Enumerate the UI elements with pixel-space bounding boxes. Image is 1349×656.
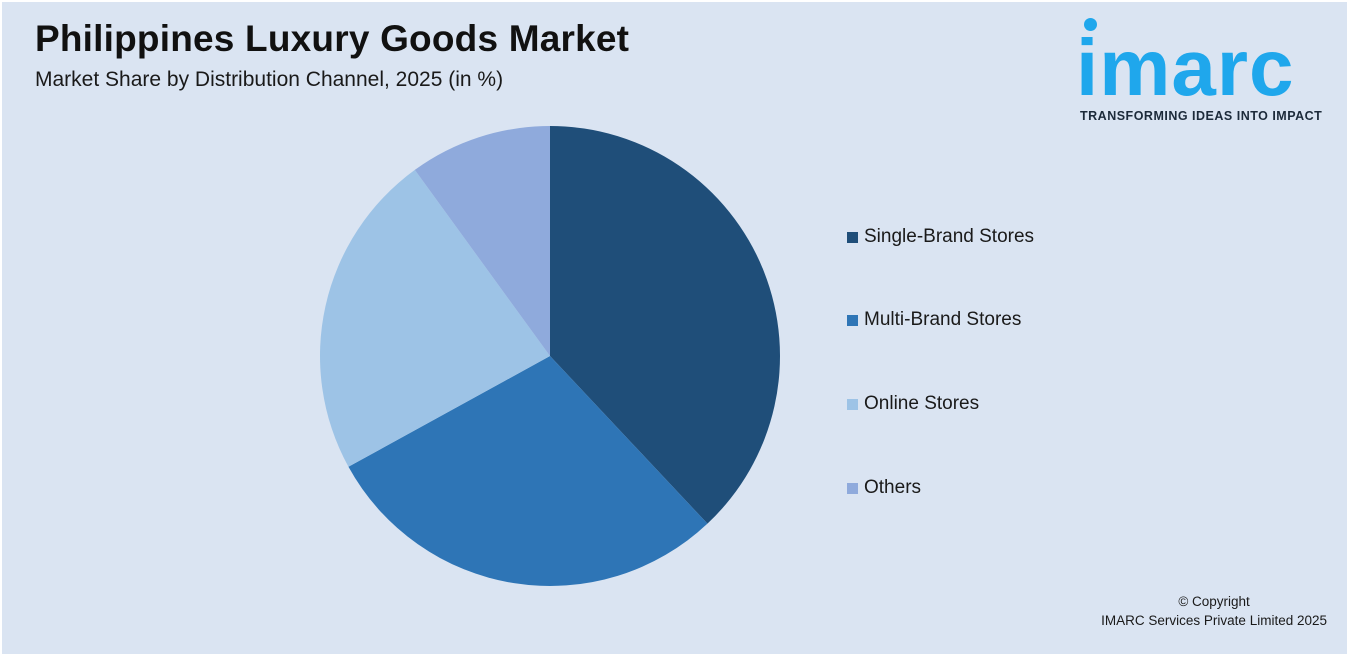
chart-title: Philippines Luxury Goods Market [35, 18, 630, 59]
legend-swatch [847, 398, 858, 410]
copyright-line-1: © Copyright [1178, 594, 1250, 609]
slice-others [414, 126, 550, 356]
slice-multi-brand-stores [348, 356, 708, 587]
copyright-line-2: IMARC Services Private Limited 2025 [1101, 613, 1327, 628]
legend-swatch [847, 231, 858, 243]
legend-item-online-stores: Online Stores [847, 391, 979, 417]
slice-single-brand-stores [550, 126, 780, 524]
logo-wordmark: imarc [1076, 23, 1295, 112]
imarc-logo: imarc TRANSFORMING IDEAS INTO IMPACT [1072, 14, 1340, 128]
copyright-notice: © Copyright IMARC Services Private Limit… [1101, 592, 1327, 630]
legend-swatch [847, 482, 858, 494]
logo-dot [1084, 18, 1097, 31]
legend-item-others: Others [847, 475, 921, 501]
slice-online-stores [320, 169, 550, 467]
legend-label: Multi-Brand Stores [864, 309, 1022, 330]
legend-label: Others [864, 477, 922, 498]
chart-subtitle: Market Share by Distribution Channel, 20… [35, 68, 504, 91]
logo-tagline: TRANSFORMING IDEAS INTO IMPACT [1080, 109, 1323, 123]
legend-swatch [847, 314, 858, 326]
legend-label: Online Stores [864, 393, 980, 414]
legend-item-multi-brand-stores: Multi-Brand Stores [847, 307, 1021, 333]
legend-label: Single-Brand Stores [864, 226, 1035, 247]
legend-item-single-brand-stores: Single-Brand Stores [847, 224, 1034, 250]
